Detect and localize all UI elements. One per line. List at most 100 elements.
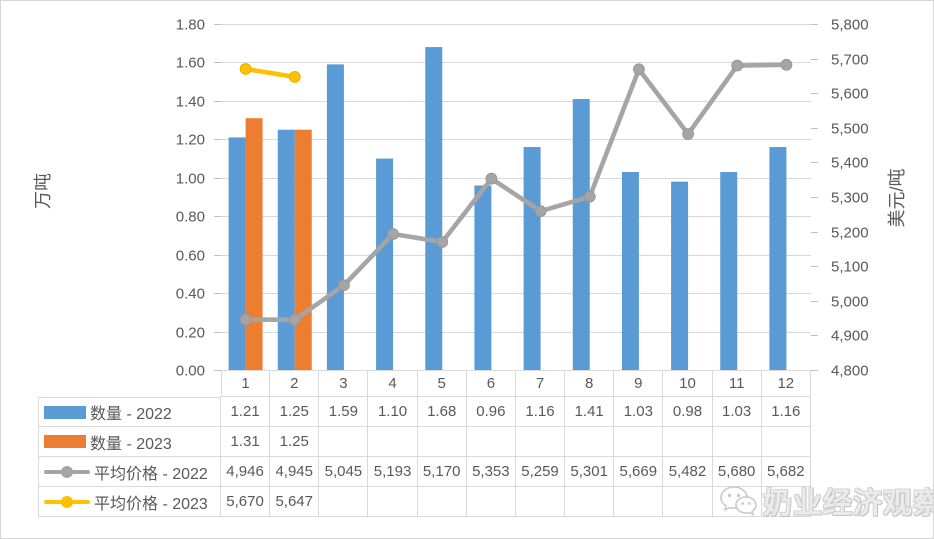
table-value-cell: 1.31 <box>221 427 271 457</box>
left-axis-title: 万吨 <box>33 173 53 209</box>
left-axis-tick-label: 1.80 <box>176 17 205 34</box>
table-value-cell: 4,946 <box>221 457 271 487</box>
right-axis-tick-label: 5,400 <box>831 155 869 172</box>
legend-bar-swatch <box>44 405 86 419</box>
right-axis-tick-label: 4,900 <box>831 328 869 345</box>
right-axis-tick-label: 5,600 <box>831 86 869 103</box>
bar <box>425 47 443 371</box>
legend-line-swatch <box>44 495 90 508</box>
legend-key: 平均价格 - 2023 <box>38 487 221 517</box>
x-axis-label: 8 <box>565 370 615 397</box>
left-axis-tick-label: 1.40 <box>176 94 205 111</box>
legend-key: 数量 - 2022 <box>38 397 221 427</box>
right-axis-title: 美元/吨 <box>887 168 907 228</box>
line-marker <box>338 279 350 292</box>
bar <box>572 98 590 370</box>
table-value-cell: 1.59 <box>319 397 369 427</box>
table-value-cell: 5,680 <box>712 457 762 487</box>
bar <box>326 64 344 370</box>
table-value-cell: 5,682 <box>761 457 811 487</box>
bar <box>277 129 295 370</box>
line-marker <box>731 59 744 72</box>
line-marker <box>387 228 399 240</box>
table-value-cell: 4,945 <box>270 457 320 487</box>
table-value-cell <box>319 427 369 457</box>
legend-key: 数量 - 2023 <box>38 427 221 457</box>
line-path <box>243 66 298 80</box>
bar <box>769 147 787 370</box>
table-value-cell: 1.21 <box>221 397 271 427</box>
table-value-cell <box>712 487 762 517</box>
table-value-cell: 5,669 <box>614 457 664 487</box>
legend-label: 数量 - 2023 <box>90 435 172 453</box>
table-value-cell: 1.03 <box>712 397 762 427</box>
legend-key: 平均价格 - 2022 <box>38 457 221 487</box>
right-axis-tick-label: 5,300 <box>831 190 869 207</box>
table-value-cell: 0.96 <box>466 397 516 427</box>
x-axis-label: 2 <box>270 370 320 397</box>
x-axis-label: 3 <box>319 370 369 397</box>
table-value-cell <box>417 487 467 517</box>
table-value-cell: 5,193 <box>368 457 418 487</box>
line-marker <box>534 205 547 218</box>
right-axis-tick-label: 5,500 <box>831 121 869 138</box>
right-axis-tick-label: 4,800 <box>831 363 869 380</box>
left-axis-tick-label: 0.40 <box>176 286 205 303</box>
table-value-cell <box>663 427 713 457</box>
table-value-cell <box>515 487 566 517</box>
x-axis-label: 10 <box>663 370 713 397</box>
left-axis-tick-label: 0.60 <box>176 248 205 265</box>
x-axis-label: 1 <box>221 370 271 397</box>
x-axis-label: 7 <box>515 370 566 397</box>
table-value-cell: 1.68 <box>417 397 467 427</box>
table-value-cell <box>466 487 516 517</box>
bar <box>245 118 263 370</box>
table-value-cell: 1.16 <box>515 397 566 427</box>
bar <box>523 147 541 370</box>
table-value-cell: 5,170 <box>417 457 467 487</box>
right-axis-tick-label: 5,100 <box>831 259 869 276</box>
x-axis-label: 5 <box>417 370 467 397</box>
left-axis-tick-label: 1.60 <box>176 55 205 72</box>
right-axis-tick-label: 5,000 <box>831 294 869 311</box>
line-path <box>243 62 789 323</box>
table-value-cell: 5,670 <box>221 487 271 517</box>
table-value-cell: 5,259 <box>515 457 566 487</box>
table-value-cell: 1.03 <box>614 397 664 427</box>
bar <box>621 172 639 370</box>
x-axis-label: 11 <box>712 370 762 397</box>
bar <box>720 172 738 370</box>
table-corner-blank <box>38 370 221 397</box>
table-value-cell <box>663 487 713 517</box>
line-marker <box>288 71 301 83</box>
right-axis-tick-label: 5,700 <box>831 52 869 69</box>
x-axis-label: 6 <box>466 370 516 397</box>
table-value-cell: 1.41 <box>565 397 615 427</box>
data-table: 1 2 3 4 5 6 7 8 9 10 11 12 数量 - 2022 1.21 1.25 1.59 1.10… <box>38 370 811 517</box>
right-axis-tick-label: 5,200 <box>831 225 869 242</box>
table-value-cell: 1.25 <box>270 397 320 427</box>
legend-label: 平均价格 - 2022 <box>94 465 208 483</box>
table-value-cell: 5,482 <box>663 457 713 487</box>
bar-series <box>228 47 787 371</box>
table-value-cell: 5,301 <box>565 457 615 487</box>
line-marker <box>239 313 252 326</box>
table-value-cell <box>761 427 811 457</box>
legend-bar-swatch <box>44 435 86 448</box>
table-value-cell <box>761 487 811 517</box>
line-marker <box>583 190 596 203</box>
left-axis-tick-label: 0.00 <box>176 363 205 380</box>
table-value-cell <box>417 427 467 457</box>
table-value-cell <box>565 427 615 457</box>
line-marker <box>436 236 449 248</box>
table-value-cell <box>466 427 516 457</box>
table-value-cell <box>614 487 664 517</box>
line-marker <box>288 313 301 326</box>
bar <box>671 181 689 370</box>
left-axis-tick-label: 0.80 <box>176 209 205 226</box>
left-axis-tick-label: 1.20 <box>176 132 205 149</box>
right-axis-tick-label: 5,800 <box>831 17 869 34</box>
line-marker <box>485 172 498 185</box>
line-marker <box>633 63 645 76</box>
